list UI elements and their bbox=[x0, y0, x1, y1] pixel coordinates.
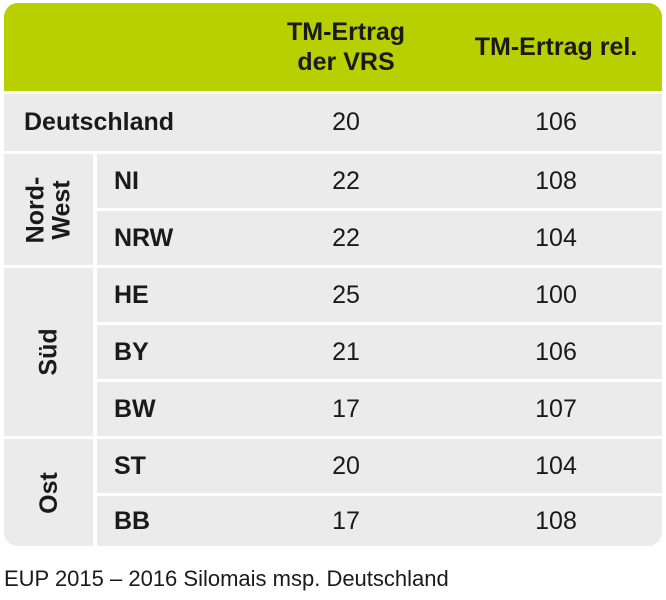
group-divider bbox=[93, 151, 97, 546]
group-label-ost: Ost bbox=[4, 439, 93, 546]
row-label: BW bbox=[114, 394, 156, 423]
group-label-nord-west: Nord- West bbox=[4, 154, 93, 265]
table-row-st: ST 20 104 bbox=[4, 436, 662, 493]
row-label: ST bbox=[114, 451, 146, 480]
row-rel: 107 bbox=[535, 394, 577, 423]
row-label: NI bbox=[114, 166, 139, 195]
table-row-bw: BW 17 107 bbox=[4, 379, 662, 436]
row-rel: 104 bbox=[535, 451, 577, 480]
row-label: HE bbox=[114, 280, 149, 309]
group-label-sued: Süd bbox=[4, 268, 93, 436]
row-ertrag: 20 bbox=[332, 108, 360, 136]
row-rel: 104 bbox=[535, 223, 577, 252]
table-row-bb: BB 17 108 bbox=[4, 493, 662, 546]
row-ertrag: 22 bbox=[332, 166, 360, 195]
table-row-ni: NI 22 108 bbox=[4, 151, 662, 208]
header-tm-ertrag-rel: TM-Ertrag rel. bbox=[474, 33, 638, 61]
table-row-he: HE 25 100 bbox=[4, 265, 662, 322]
row-ertrag: 22 bbox=[332, 223, 360, 252]
row-rel: 108 bbox=[535, 506, 577, 535]
row-rel: 100 bbox=[535, 280, 577, 309]
table-row-deutschland: Deutschland 20 106 bbox=[4, 91, 662, 151]
results-table: TM-Ertrag der VRS TM-Ertrag rel. Deutsch… bbox=[4, 3, 662, 546]
row-rel: 106 bbox=[535, 337, 577, 366]
row-ertrag: 20 bbox=[332, 451, 360, 480]
row-ertrag: 17 bbox=[332, 394, 360, 423]
row-label: BY bbox=[114, 337, 149, 366]
row-rel: 108 bbox=[535, 166, 577, 195]
row-ertrag: 25 bbox=[332, 280, 360, 309]
table-caption: EUP 2015 – 2016 Silomais msp. Deutschlan… bbox=[4, 566, 449, 591]
row-ertrag: 21 bbox=[332, 337, 360, 366]
row-label: BB bbox=[114, 506, 151, 535]
table-row-by: BY 21 106 bbox=[4, 322, 662, 379]
row-label: NRW bbox=[114, 223, 174, 252]
header-tm-ertrag-vrs: TM-Ertrag der VRS bbox=[286, 18, 406, 76]
table-row-nrw: NRW 22 104 bbox=[4, 208, 662, 265]
row-label: Deutschland bbox=[24, 108, 175, 136]
table-header: TM-Ertrag der VRS TM-Ertrag rel. bbox=[4, 3, 662, 91]
row-ertrag: 17 bbox=[332, 506, 360, 535]
row-rel: 106 bbox=[535, 108, 577, 136]
